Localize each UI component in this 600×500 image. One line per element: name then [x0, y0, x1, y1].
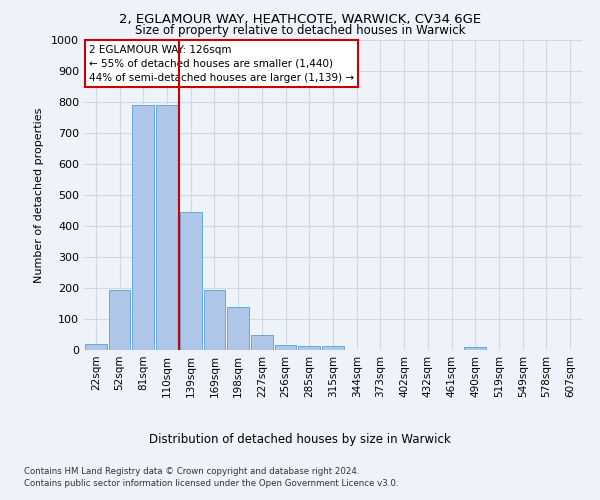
Bar: [85, 344, 107, 350]
Bar: [322, 346, 344, 350]
Bar: [203, 290, 226, 350]
Bar: [464, 347, 486, 350]
Bar: [156, 105, 178, 350]
Text: Contains HM Land Registry data © Crown copyright and database right 2024.: Contains HM Land Registry data © Crown c…: [24, 468, 359, 476]
Bar: [275, 346, 296, 350]
Text: Distribution of detached houses by size in Warwick: Distribution of detached houses by size …: [149, 432, 451, 446]
Bar: [109, 290, 130, 350]
Bar: [298, 346, 320, 350]
Bar: [133, 105, 154, 350]
Text: Size of property relative to detached houses in Warwick: Size of property relative to detached ho…: [135, 24, 465, 37]
Y-axis label: Number of detached properties: Number of detached properties: [34, 108, 44, 282]
Text: 2, EGLAMOUR WAY, HEATHCOTE, WARWICK, CV34 6GE: 2, EGLAMOUR WAY, HEATHCOTE, WARWICK, CV3…: [119, 12, 481, 26]
Bar: [251, 334, 273, 350]
Bar: [180, 212, 202, 350]
Bar: [227, 306, 249, 350]
Text: Contains public sector information licensed under the Open Government Licence v3: Contains public sector information licen…: [24, 479, 398, 488]
Text: 2 EGLAMOUR WAY: 126sqm
← 55% of detached houses are smaller (1,440)
44% of semi-: 2 EGLAMOUR WAY: 126sqm ← 55% of detached…: [89, 44, 354, 82]
